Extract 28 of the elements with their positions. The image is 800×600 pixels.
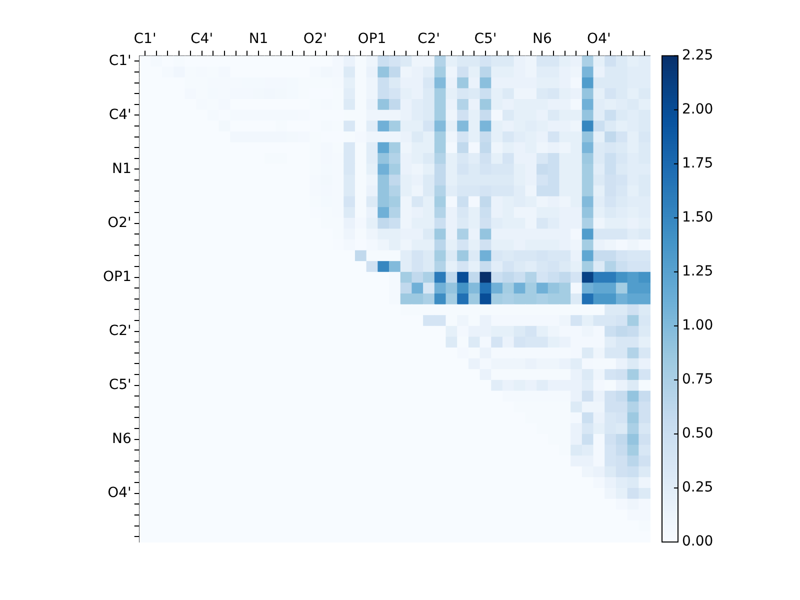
- x-tick-label: C2': [417, 31, 440, 48]
- x-tick-label: O4': [587, 31, 611, 48]
- y-tick-label: O4': [108, 485, 132, 502]
- color-bar-label: 0.50: [682, 426, 714, 442]
- y-tick-label: C1': [108, 52, 132, 69]
- color-bar-label: 1.25: [682, 264, 714, 280]
- y-tick-label: C4': [108, 106, 132, 123]
- x-tick-label: C1': [134, 31, 156, 48]
- y-tick-label: OP1: [102, 268, 132, 285]
- color-bar-label: 0.75: [682, 372, 714, 388]
- y-tick-label: C5': [108, 376, 132, 393]
- x-tick-label: C4': [190, 31, 214, 48]
- x-tick-label: N6: [532, 31, 552, 48]
- x-tick-label: OP1: [358, 31, 386, 48]
- color-bar-label: 2.25: [682, 47, 714, 64]
- color-bar-label: 1.75: [682, 155, 714, 172]
- y-tick-label: O2': [108, 214, 132, 231]
- y-tick-label: N1: [112, 160, 132, 177]
- color-bar-label: 0.00: [682, 534, 714, 550]
- color-bar-label: 0.25: [682, 480, 714, 496]
- color-bar-label: 2.00: [682, 101, 714, 118]
- y-tick-label: N6: [112, 431, 132, 447]
- y-tick-label: C2': [108, 322, 132, 339]
- x-tick-label: N1: [248, 31, 268, 48]
- x-tick-label: O2': [303, 31, 328, 48]
- x-tick-label: C5': [474, 31, 497, 48]
- color-bar-label: 1.50: [682, 210, 714, 226]
- color-bar-label: 1.00: [682, 318, 714, 334]
